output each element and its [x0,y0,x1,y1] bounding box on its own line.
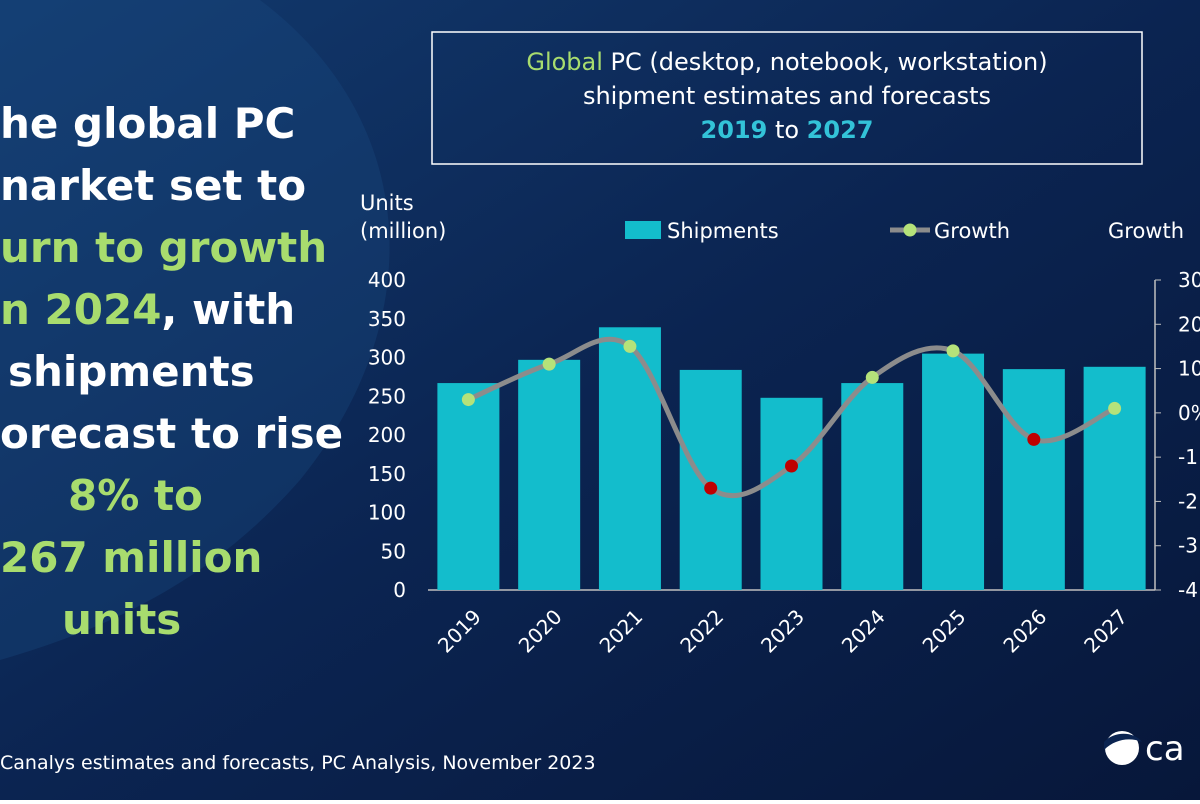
bar [518,359,581,590]
y-tick-label: 150 [368,462,406,486]
headline-span: narket set to [0,161,306,210]
headline-line: he global PC [0,99,295,148]
title-span: to [767,116,806,144]
headline-span: 267 million [0,533,262,582]
y-tick-label: 200 [368,423,406,447]
logo-cut [1104,733,1142,750]
headline-span: orecast to rise [0,409,343,458]
logo-text: ca [1145,729,1185,769]
y2-tick-label: 30 [1178,268,1200,292]
headline-line: units [62,595,181,644]
headline-line: orecast to rise [0,409,343,458]
headline-span: , with [161,285,295,334]
bar [679,369,742,590]
legend-swatch [625,221,661,239]
y-tick-label: 50 [381,539,406,563]
growth-point [785,459,798,473]
y2-tick-label: -1 [1178,445,1198,469]
bg-shape [0,0,390,660]
growth-point [1027,432,1041,446]
legend-label: Growth [934,219,1010,243]
bar [760,397,823,590]
growth-point [704,481,718,495]
headline-line: shipments [8,347,255,396]
y2-tick-label: -2 [1178,489,1198,513]
y-tick-label: 100 [368,501,406,525]
y2-tick-label: 20 [1178,312,1200,336]
growth-point [946,344,960,358]
headline-line: 267 million [0,533,262,582]
bar [922,353,985,590]
growth-point [461,393,475,407]
headline-span: urn to growth [0,223,327,272]
growth-point [542,357,556,371]
bar [841,383,904,590]
y2-tick-label: 10 [1178,357,1200,381]
headline-span: 8% to [68,471,203,520]
y2-axis-label: Growth [1108,219,1184,243]
bar [1083,366,1146,590]
growth-point [865,370,879,384]
headline-span: units [62,595,181,644]
legend-label: Shipments [667,219,779,243]
headline-line: 8% to [68,471,203,520]
bar [598,327,661,590]
title-span: 2027 [807,116,874,144]
title-span: shipment estimates and forecasts [583,82,991,110]
growth-point [1108,401,1122,415]
title-span: Global [526,48,603,76]
headline-span: n 2024 [0,285,161,334]
y2-tick-label: -3 [1178,534,1198,558]
y2-tick-label: 0% [1178,401,1200,425]
legend-marker [903,223,917,237]
headline-span: shipments [8,347,255,396]
headline-line: n 2024, with [0,285,295,334]
source: Canalys estimates and forecasts, PC Anal… [0,752,596,774]
chart-title: shipment estimates and forecasts [583,82,991,110]
y-tick-label: 300 [368,346,406,370]
headline-line: urn to growth [0,223,327,272]
y-tick-label: 0 [393,578,406,602]
y-axis-label: Units [360,191,414,215]
y-axis-label: (million) [360,219,446,243]
bar [1002,369,1065,590]
headline-line: narket set to [0,161,306,210]
headline-span: he global PC [0,99,295,148]
growth-point [623,339,637,353]
title-span: PC (desktop, notebook, workstation) [603,48,1048,76]
bar [437,383,500,590]
chart-title: 2019 to 2027 [701,116,874,144]
y-tick-label: 250 [368,384,406,408]
y-tick-label: 350 [368,307,406,331]
title-box [431,31,1143,165]
chart-title: Global PC (desktop, notebook, workstatio… [526,48,1047,76]
y-tick-label: 400 [368,268,406,292]
title-span: 2019 [701,116,768,144]
y2-tick-label: -4 [1178,578,1198,602]
logo: ca [1104,729,1185,769]
